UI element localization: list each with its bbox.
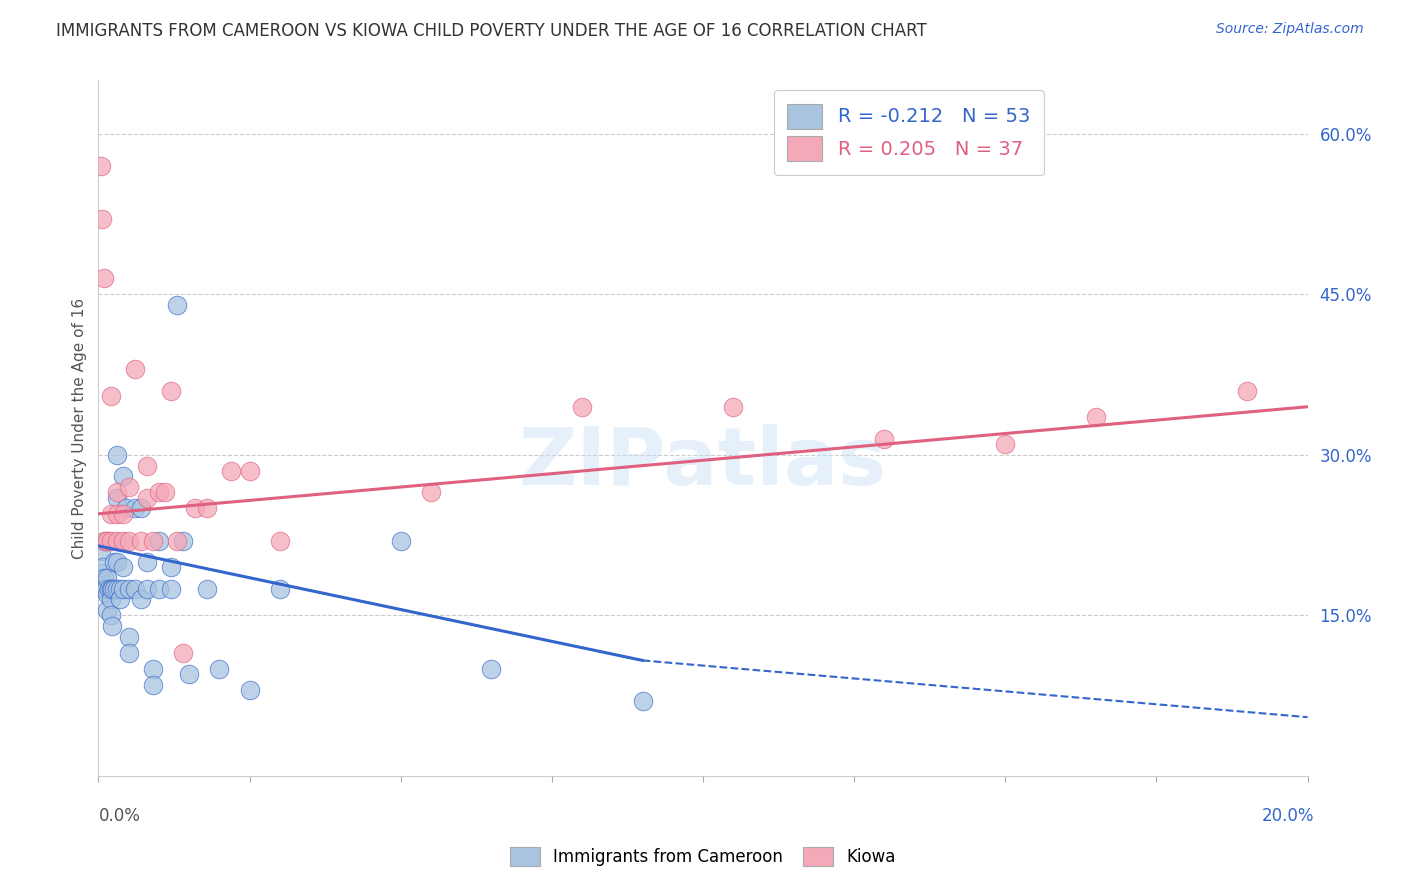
Point [420, 485, 443, 500]
Point [96, 533, 118, 548]
Point [105, 491, 128, 505]
Point [195, 501, 218, 516]
Point [135, 458, 157, 473]
Point [239, 464, 262, 478]
Point [184, 501, 207, 516]
Point [100, 582, 122, 596]
Point [1085, 410, 1108, 425]
Point [124, 582, 146, 596]
Point [118, 582, 141, 596]
Point [142, 678, 165, 692]
Point [129, 533, 152, 548]
Point [91, 560, 114, 574]
Point [208, 662, 231, 676]
Point [90, 159, 112, 173]
Point [93, 271, 115, 285]
Point [571, 400, 593, 414]
Point [105, 582, 128, 596]
Text: 0.0%: 0.0% [98, 807, 141, 825]
Point [160, 560, 183, 574]
Point [148, 485, 170, 500]
Point [129, 592, 152, 607]
Point [153, 485, 176, 500]
Point [166, 298, 188, 312]
Point [94, 533, 117, 548]
Point [91, 212, 114, 227]
Point [166, 533, 188, 548]
Point [135, 582, 157, 596]
Point [100, 608, 122, 623]
Point [96, 587, 118, 601]
Legend: R = -0.212   N = 53, R = 0.205   N = 37: R = -0.212 N = 53, R = 0.205 N = 37 [773, 90, 1043, 175]
Point [1236, 384, 1258, 398]
Point [723, 400, 745, 414]
Point [111, 582, 134, 596]
Point [160, 582, 183, 596]
Point [111, 533, 134, 548]
Point [98, 582, 121, 596]
Point [105, 555, 128, 569]
Point [179, 667, 201, 681]
Text: Source: ZipAtlas.com: Source: ZipAtlas.com [1216, 22, 1364, 37]
Point [90, 544, 112, 558]
Point [118, 533, 141, 548]
Point [108, 582, 131, 596]
Point [160, 384, 183, 398]
Point [389, 533, 412, 548]
Point [100, 389, 122, 403]
Point [111, 469, 134, 483]
Point [105, 448, 128, 462]
Point [108, 592, 131, 607]
Point [269, 533, 291, 548]
Point [148, 582, 170, 596]
Point [124, 362, 146, 376]
Point [93, 582, 115, 596]
Point [93, 533, 115, 548]
Point [90, 566, 112, 580]
Y-axis label: Child Poverty Under the Age of 16: Child Poverty Under the Age of 16 [72, 298, 87, 558]
Point [100, 507, 122, 521]
Point [142, 533, 165, 548]
Point [129, 501, 152, 516]
Point [100, 533, 122, 548]
Point [100, 619, 122, 633]
Text: IMMIGRANTS FROM CAMEROON VS KIOWA CHILD POVERTY UNDER THE AGE OF 16 CORRELATION : IMMIGRANTS FROM CAMEROON VS KIOWA CHILD … [56, 22, 927, 40]
Point [135, 491, 157, 505]
Point [100, 582, 122, 596]
Text: ZIPatlas: ZIPatlas [519, 424, 887, 502]
Point [114, 501, 136, 516]
Text: 20.0%: 20.0% [1263, 807, 1315, 825]
Point [195, 582, 218, 596]
Point [873, 432, 896, 446]
Point [105, 507, 128, 521]
Point [105, 485, 128, 500]
Point [103, 582, 125, 596]
Point [105, 533, 128, 548]
Point [148, 533, 170, 548]
Point [631, 694, 654, 708]
Point [111, 507, 134, 521]
Point [142, 662, 165, 676]
Point [221, 464, 243, 478]
Point [172, 533, 194, 548]
Point [124, 501, 146, 516]
Point [103, 555, 125, 569]
Point [96, 571, 118, 585]
Point [118, 646, 141, 660]
Legend: Immigrants from Cameroon, Kiowa: Immigrants from Cameroon, Kiowa [502, 838, 904, 875]
Point [96, 603, 118, 617]
Point [118, 480, 141, 494]
Point [135, 555, 157, 569]
Point [269, 582, 291, 596]
Point [239, 683, 262, 698]
Point [172, 646, 194, 660]
Point [481, 662, 503, 676]
Point [94, 582, 117, 596]
Point [100, 592, 122, 607]
Point [994, 437, 1017, 451]
Point [118, 630, 141, 644]
Point [93, 571, 115, 585]
Point [111, 560, 134, 574]
